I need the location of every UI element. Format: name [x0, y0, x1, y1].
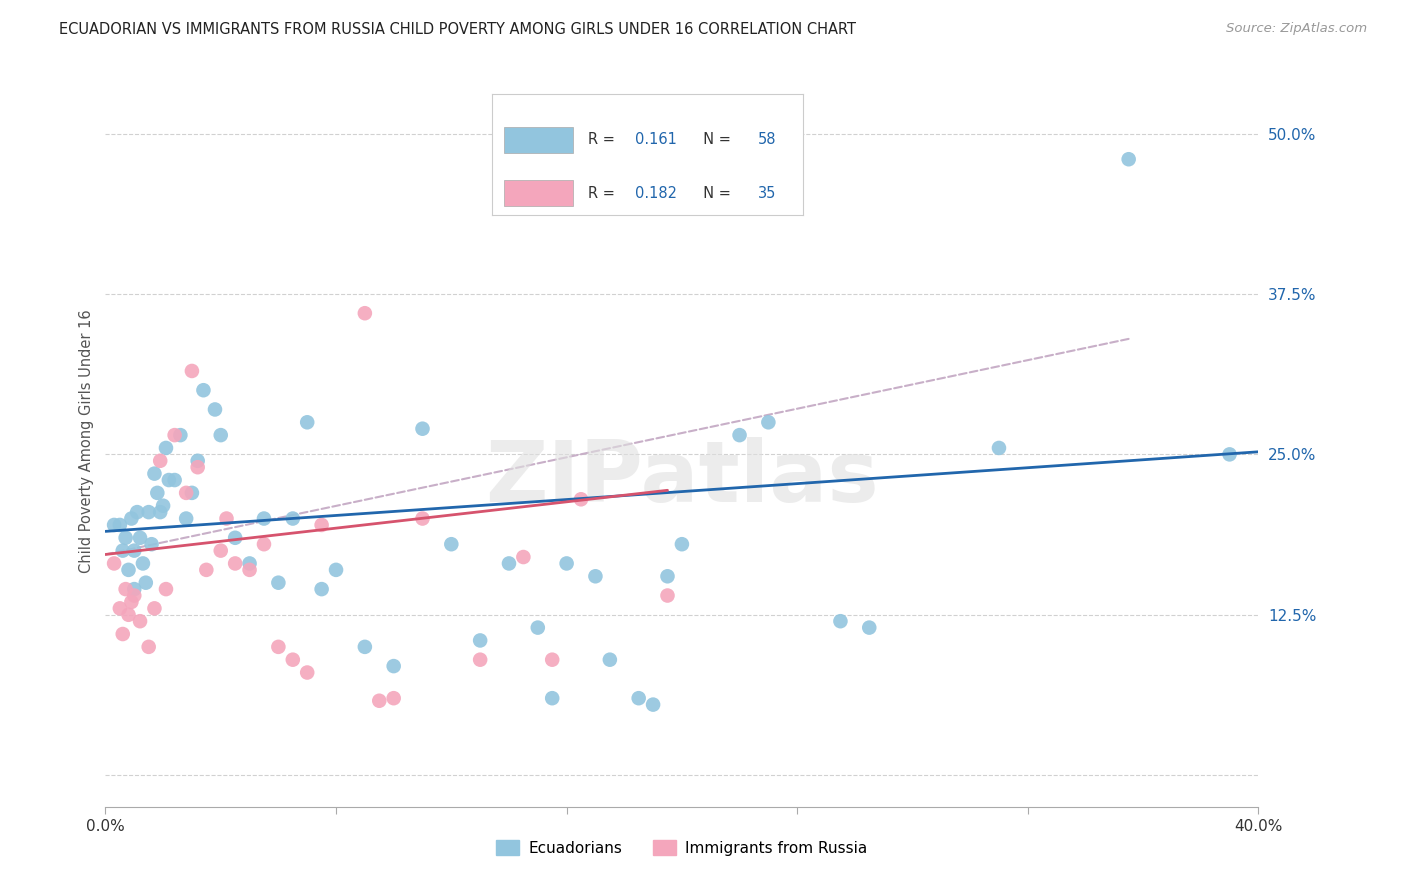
Point: [152, 499, 174, 513]
Point: [103, 557, 125, 571]
Point: [117, 607, 139, 622]
Point: [108, 601, 131, 615]
Point: [498, 557, 520, 571]
Point: [224, 557, 246, 571]
Point: [193, 383, 215, 397]
Point: [758, 415, 780, 429]
Point: [728, 428, 751, 442]
Point: [155, 441, 177, 455]
Point: [120, 511, 142, 525]
Point: [138, 505, 160, 519]
Point: [209, 428, 232, 442]
Point: [111, 543, 134, 558]
Point: [143, 467, 166, 481]
Point: [174, 511, 197, 525]
Point: [325, 563, 347, 577]
Point: [585, 569, 607, 583]
Point: [127, 505, 149, 519]
Point: [180, 486, 204, 500]
Point: [1118, 153, 1140, 167]
Point: [512, 549, 534, 564]
Point: [135, 575, 157, 590]
Point: [149, 505, 172, 519]
Point: [657, 589, 679, 603]
Point: [169, 428, 191, 442]
Point: [311, 582, 333, 596]
Point: [146, 486, 169, 500]
Point: [117, 563, 139, 577]
Point: [143, 601, 166, 615]
Point: [163, 428, 186, 442]
Point: [267, 575, 290, 590]
Point: [470, 653, 492, 667]
Point: [830, 614, 852, 628]
Point: [129, 614, 152, 628]
Point: [239, 563, 262, 577]
Point: [541, 653, 564, 667]
Point: [124, 582, 146, 596]
Point: [297, 415, 319, 429]
Point: [555, 557, 578, 571]
Point: [138, 640, 160, 654]
Point: [120, 595, 142, 609]
Point: [368, 694, 391, 708]
Point: [209, 543, 232, 558]
Point: [382, 659, 405, 673]
Point: [155, 582, 177, 596]
Point: [411, 511, 433, 525]
Point: [149, 454, 172, 468]
Point: [382, 691, 405, 706]
Point: [657, 569, 679, 583]
Legend: Ecuadorians, Immigrants from Russia: Ecuadorians, Immigrants from Russia: [491, 834, 873, 862]
Point: [157, 473, 180, 487]
Point: [541, 691, 564, 706]
Point: [114, 582, 136, 596]
Point: [108, 518, 131, 533]
Point: [103, 518, 125, 533]
Point: [187, 460, 209, 475]
Point: [204, 402, 226, 417]
Point: [627, 691, 650, 706]
Point: [141, 537, 163, 551]
Point: [187, 454, 209, 468]
Point: [440, 537, 463, 551]
Point: [132, 557, 155, 571]
Point: [988, 441, 1011, 455]
Point: [180, 364, 204, 378]
Point: [163, 473, 186, 487]
Point: [239, 557, 262, 571]
Point: [858, 621, 880, 635]
Point: [643, 698, 665, 712]
Point: [195, 563, 218, 577]
Point: [671, 537, 693, 551]
Point: [111, 627, 134, 641]
Point: [599, 653, 621, 667]
Point: [174, 486, 197, 500]
Point: [215, 511, 238, 525]
Point: [311, 518, 333, 533]
Point: [411, 422, 433, 436]
Point: [527, 621, 550, 635]
Point: [124, 589, 146, 603]
Point: [129, 531, 152, 545]
Point: [281, 653, 304, 667]
Text: ECUADORIAN VS IMMIGRANTS FROM RUSSIA CHILD POVERTY AMONG GIRLS UNDER 16 CORRELAT: ECUADORIAN VS IMMIGRANTS FROM RUSSIA CHI…: [59, 22, 856, 37]
Point: [470, 633, 492, 648]
Point: [569, 492, 592, 507]
Text: ZIPatlas: ZIPatlas: [485, 436, 879, 520]
Point: [114, 531, 136, 545]
Point: [124, 543, 146, 558]
Y-axis label: Child Poverty Among Girls Under 16: Child Poverty Among Girls Under 16: [79, 310, 94, 574]
Point: [253, 511, 276, 525]
Point: [354, 640, 377, 654]
Point: [281, 511, 304, 525]
Point: [297, 665, 319, 680]
Point: [267, 640, 290, 654]
Point: [1219, 447, 1241, 461]
Text: Source: ZipAtlas.com: Source: ZipAtlas.com: [1226, 22, 1367, 36]
Point: [253, 537, 276, 551]
Point: [224, 531, 246, 545]
Point: [354, 306, 377, 320]
